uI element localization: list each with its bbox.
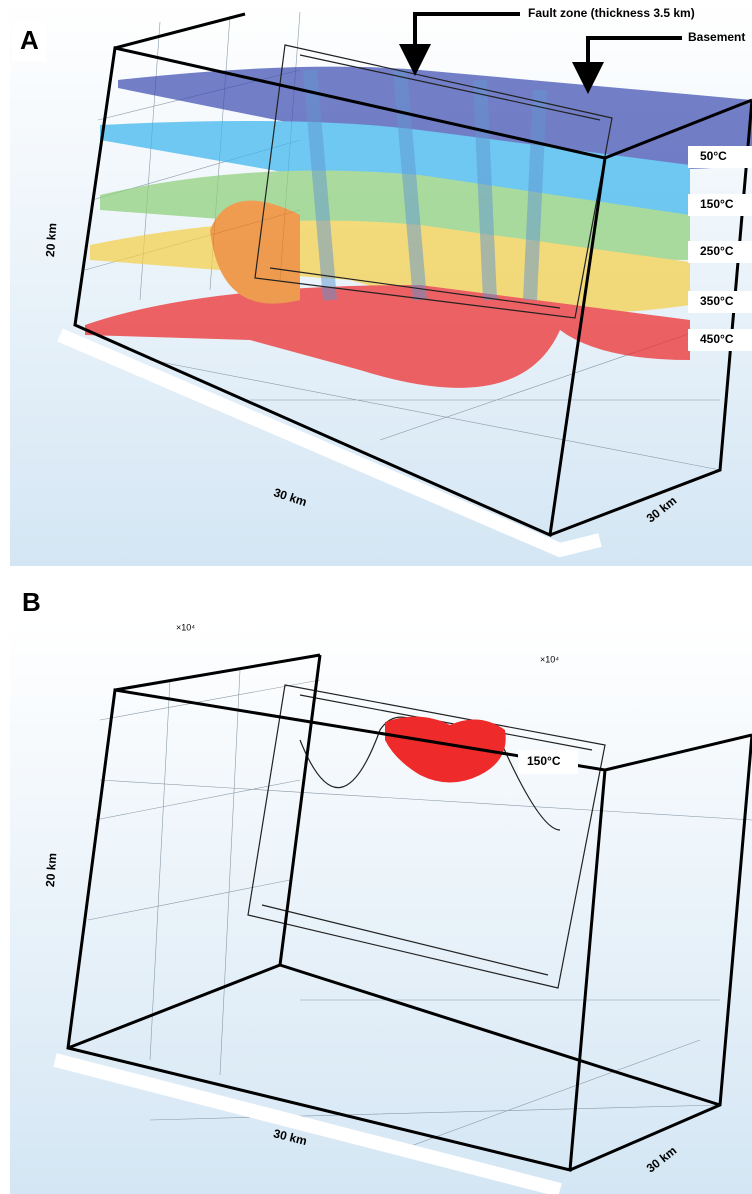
- isotherm-label: 350°C: [700, 294, 734, 308]
- label-bg: [688, 241, 752, 263]
- label-bg: [10, 580, 80, 622]
- multiplier: ×10⁴: [176, 622, 195, 632]
- label-bg: [688, 194, 752, 216]
- label-bg: [518, 750, 578, 774]
- label-bg: [12, 22, 46, 62]
- panel-b-background: [10, 622, 752, 1194]
- annotation: Basement: [688, 30, 745, 44]
- basement-arrow: [572, 36, 682, 94]
- layer-250: [100, 170, 690, 260]
- flow-channels: [303, 69, 547, 301]
- label-bg: [688, 146, 752, 168]
- isotherm-label: 50°C: [700, 149, 727, 163]
- fault-zone-box: [254, 44, 613, 319]
- model-box: [66, 653, 752, 1172]
- annotation: Fault zone (thickness 3.5 km): [528, 6, 695, 20]
- panel-label: B: [22, 587, 41, 617]
- isotherm-label: 150°C: [527, 754, 561, 768]
- panel-b-grid: [87, 669, 752, 1151]
- axis-band: [53, 1053, 562, 1194]
- isotherm-labels: 50°C 150°C 250°C 350°C 450°C: [688, 146, 752, 351]
- axis-label: 20 km: [43, 222, 59, 257]
- multiplier: ×10⁴: [540, 654, 559, 664]
- fault-arrow: [399, 12, 520, 76]
- axis-label: 20 km: [43, 852, 59, 887]
- label-bg: [688, 291, 752, 313]
- isotherm-label: 250°C: [700, 244, 734, 258]
- isotherm-label: 150°C: [700, 197, 734, 211]
- layer-450: [85, 285, 690, 388]
- isotherm-label: 450°C: [700, 332, 734, 346]
- model-box: [73, 12, 752, 538]
- fault-zone-box: [247, 684, 606, 989]
- label-bg: [688, 329, 752, 351]
- panel-label: A: [20, 25, 39, 55]
- axis-band: [57, 328, 602, 558]
- layer-150: [100, 121, 690, 215]
- plume: [210, 200, 300, 304]
- isotherm-surface: [385, 716, 506, 783]
- isotherm-layers: [85, 66, 752, 388]
